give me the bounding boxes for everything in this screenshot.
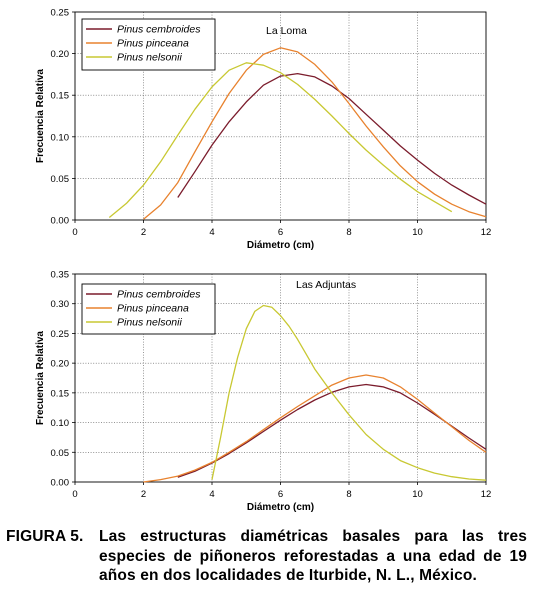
chart-panel-1: 0.00 0.05 0.10 0.15 0.20 0.25 0 2 4 6 8 10 12 La Loma… bbox=[35, 8, 491, 252]
y-tick-label: 0.25 bbox=[51, 8, 70, 19]
x-tick-label: 10 bbox=[412, 227, 423, 238]
legend-label: Pinus cembroides bbox=[117, 24, 201, 36]
y-tick-label: 0.00 bbox=[51, 216, 70, 227]
y-tick-label: 0.15 bbox=[51, 388, 70, 399]
series-line-1 bbox=[177, 383, 487, 478]
legend: Pinus cembroides Pinus pinceana Pinus nels… bbox=[81, 18, 216, 71]
y-tick-label: 0.10 bbox=[51, 418, 70, 429]
y-tick-label: 0.10 bbox=[51, 132, 70, 143]
y-tick-label: 0.20 bbox=[51, 49, 70, 60]
legend-label: Pinus pinceana bbox=[117, 303, 189, 315]
series-line-3 bbox=[108, 62, 453, 219]
chart-annotation: La Loma bbox=[266, 25, 307, 37]
x-tick-label: 0 bbox=[72, 227, 77, 238]
x-tick-label: 12 bbox=[481, 489, 492, 500]
legend-label: Pinus cembroides bbox=[117, 289, 201, 301]
series-line-2 bbox=[143, 47, 487, 220]
x-tick-label: 12 bbox=[481, 227, 492, 238]
x-tick-label: 4 bbox=[209, 227, 214, 238]
x-tick-label: 8 bbox=[346, 227, 351, 238]
legend-label: Pinus pinceana bbox=[117, 38, 189, 50]
figure: 0.00 0.05 0.10 0.15 0.20 0.25 0 2 4 6 8 10 12 La Loma… bbox=[35, 8, 491, 514]
x-tick-label: 2 bbox=[141, 489, 146, 500]
series-line-2 bbox=[143, 374, 487, 483]
series-line-1 bbox=[177, 72, 487, 205]
caption-label: FIGURA 5. bbox=[6, 528, 84, 545]
series-line-3 bbox=[211, 304, 487, 481]
y-tick-label: 0.35 bbox=[51, 270, 70, 281]
x-tick-label: 4 bbox=[209, 489, 214, 500]
legend-box bbox=[81, 283, 216, 335]
y-tick-label: 0.30 bbox=[51, 299, 70, 310]
y-tick-label: 0.00 bbox=[51, 478, 70, 489]
y-tick-label: 0.05 bbox=[51, 448, 70, 459]
plot-frame bbox=[74, 273, 487, 483]
y-tick-label: 0.25 bbox=[51, 329, 70, 340]
legend-label: Pinus nelsonii bbox=[117, 317, 182, 329]
x-tick-label: 6 bbox=[278, 227, 283, 238]
y-tick-label: 0.20 bbox=[51, 359, 70, 370]
x-tick-label: 2 bbox=[141, 227, 146, 238]
y-tick-label: 0.05 bbox=[51, 174, 70, 185]
x-axis-label: Diámetro (cm) bbox=[247, 240, 314, 251]
plot-frame bbox=[74, 11, 487, 221]
y-axis-label: Frecuencia Relativa bbox=[35, 69, 46, 163]
x-tick-label: 6 bbox=[278, 489, 283, 500]
x-tick-label: 10 bbox=[412, 489, 423, 500]
y-tick-label: 0.15 bbox=[51, 91, 70, 102]
x-tick-label: 0 bbox=[72, 489, 77, 500]
y-axis-label: Frecuencia Relativa bbox=[35, 331, 46, 425]
caption-text: Las estructuras diamétricas basales para… bbox=[99, 528, 527, 584]
chart-annotation: Las Adjuntas bbox=[296, 279, 356, 291]
chart-panel-2: 0.00 0.05 0.10 0.15 0.20 0.25 0.30 0.35 0 2 4 6 8 10 1… bbox=[35, 270, 491, 514]
legend: Pinus cembroides Pinus pinceana Pinus nels… bbox=[81, 283, 216, 335]
legend-box bbox=[81, 18, 216, 71]
x-axis-label: Diámetro (cm) bbox=[247, 502, 314, 513]
x-tick-label: 8 bbox=[346, 489, 351, 500]
legend-label: Pinus nelsonii bbox=[117, 52, 182, 64]
